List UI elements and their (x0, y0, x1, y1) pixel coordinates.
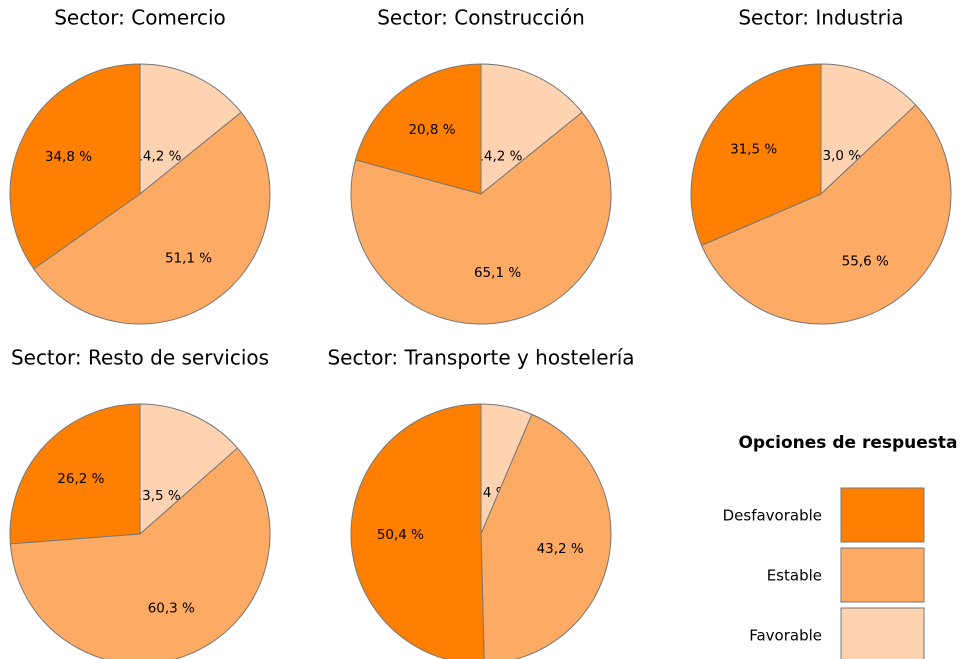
data-label: 55,6 % (842, 253, 889, 269)
data-label: 20,8 % (408, 122, 455, 138)
legend-swatch (840, 607, 925, 659)
pie-slice (480, 413, 612, 659)
data-label: 60,3 % (148, 600, 195, 616)
legend-swatch (840, 487, 925, 543)
pie-slice (139, 63, 242, 196)
pie-slice (350, 403, 485, 659)
data-label: 51,1 % (165, 250, 212, 266)
pie-slice (350, 111, 612, 325)
data-label: 34,8 % (45, 149, 92, 165)
pie-slice (480, 63, 583, 196)
legend-swatch (840, 547, 925, 603)
data-label: 65,1 % (474, 265, 521, 281)
data-label: 50,4 % (377, 527, 424, 543)
pie-slice (690, 63, 822, 247)
data-label: 31,5 % (730, 142, 777, 158)
pie-slice (33, 111, 271, 325)
pie-slice (820, 63, 917, 196)
chart-title: Sector: Industria (738, 6, 903, 30)
legend-title: Opciones de respuesta (738, 433, 957, 453)
legend-label: Favorable (749, 627, 822, 645)
pie-slice (9, 403, 141, 545)
data-label: 13,0 % (814, 148, 861, 164)
pie-slice (700, 104, 952, 325)
data-label: 13,5 % (134, 488, 181, 504)
data-label: 14,2 % (475, 148, 522, 164)
chart-title: Sector: Resto de servicios (11, 346, 269, 370)
data-label: 14,2 % (134, 148, 181, 164)
pie-slice (9, 447, 271, 659)
legend-label: Desfavorable (723, 507, 822, 525)
data-label: 43,2 % (537, 541, 584, 557)
chart-title: Sector: Transporte y hostelería (327, 346, 634, 370)
pie-slice (354, 63, 482, 195)
chart-title: Sector: Construcción (377, 6, 585, 30)
pie-slice (139, 403, 239, 536)
data-label: 26,2 % (57, 471, 104, 487)
chart-title: Sector: Comercio (54, 6, 226, 30)
legend-label: Estable (767, 567, 822, 585)
pie-slice (9, 63, 141, 270)
